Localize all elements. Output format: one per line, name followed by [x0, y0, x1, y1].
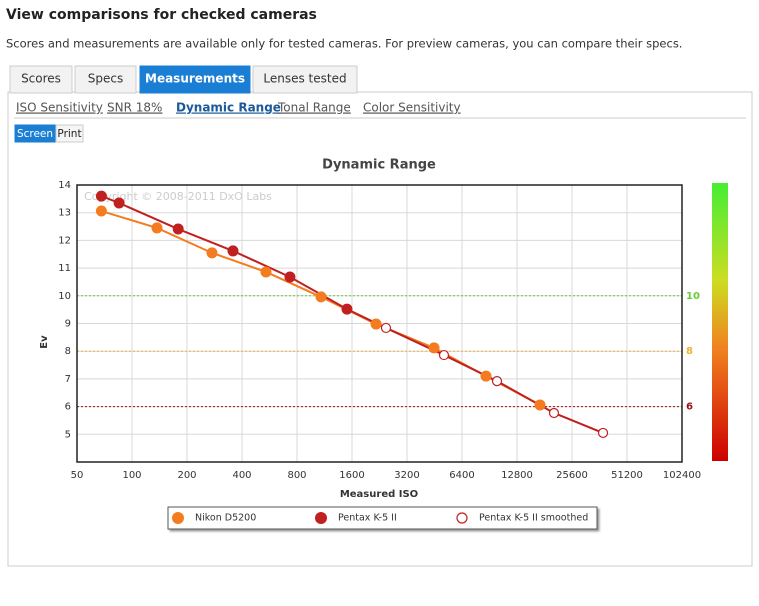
x-axis-label: Measured ISO — [340, 489, 418, 500]
mode-label[interactable]: Screen — [17, 128, 53, 140]
y-tick-label: 11 — [58, 263, 71, 274]
x-tick-label: 6400 — [449, 470, 474, 481]
watermark: Copyright © 2008-2011 DxO Labs — [84, 190, 272, 203]
y-tick-label: 5 — [65, 429, 71, 440]
mode-button[interactable] — [14, 124, 56, 143]
x-tick-label: 51200 — [611, 470, 643, 481]
data-point — [260, 266, 272, 278]
reference-label: 8 — [686, 346, 693, 357]
data-point — [548, 407, 560, 419]
data-point — [95, 205, 107, 217]
tab-label[interactable]: Lenses tested — [263, 72, 346, 86]
y-tick-label: 6 — [65, 402, 71, 413]
page-subtitle: Scores and measurements are available on… — [6, 37, 682, 51]
data-point — [151, 222, 163, 234]
x-tick-label: 25600 — [556, 470, 588, 481]
legend-box — [167, 506, 598, 530]
data-point — [480, 370, 492, 382]
data-point — [428, 342, 440, 354]
x-tick-label: 12800 — [501, 470, 533, 481]
x-tick-label: 102400 — [663, 470, 701, 481]
tab-label[interactable]: Scores — [21, 72, 61, 86]
page-title: View comparisons for checked cameras — [6, 7, 317, 23]
y-tick-label: 7 — [65, 374, 71, 385]
chart-title: Dynamic Range — [322, 158, 436, 173]
data-point — [370, 318, 382, 330]
reference-label: 6 — [686, 402, 693, 413]
x-tick-label: 400 — [232, 470, 251, 481]
data-point — [206, 247, 218, 259]
legend-label: Pentax K-5 II — [338, 513, 397, 524]
tab[interactable] — [9, 65, 73, 94]
mode-label[interactable]: Print — [57, 128, 81, 140]
legend-marker — [315, 512, 327, 524]
tab[interactable] — [139, 65, 251, 94]
data-point — [341, 303, 353, 315]
y-tick-label: 12 — [58, 235, 71, 246]
y-axis-label: Ev — [39, 335, 50, 349]
x-tick-label: 3200 — [394, 470, 419, 481]
legend-marker — [172, 512, 184, 524]
x-tick-label: 200 — [177, 470, 196, 481]
y-tick-label: 13 — [58, 208, 71, 219]
x-tick-label: 1600 — [339, 470, 364, 481]
legend-label: Nikon D5200 — [195, 513, 256, 524]
data-point — [597, 427, 609, 439]
data-point — [491, 376, 503, 387]
data-point — [172, 223, 184, 235]
data-point — [284, 271, 296, 283]
y-tick-label: 14 — [58, 180, 71, 191]
data-point — [438, 349, 450, 361]
subtab-link[interactable]: Dynamic Range — [176, 101, 281, 115]
tab-label[interactable]: Specs — [88, 72, 123, 86]
data-point — [95, 190, 107, 202]
x-tick-label: 100 — [122, 470, 141, 481]
tab[interactable] — [252, 65, 358, 94]
reference-label: 10 — [686, 291, 700, 302]
data-point — [534, 399, 546, 411]
subtab-link[interactable]: ISO Sensitivity — [16, 101, 103, 115]
color-scale — [712, 183, 728, 461]
y-tick-label: 8 — [65, 346, 71, 357]
legend-label: Pentax K-5 II smoothed — [479, 513, 588, 524]
tab[interactable] — [74, 65, 137, 94]
x-tick-label: 800 — [287, 470, 306, 481]
legend-marker — [456, 512, 468, 524]
data-point — [380, 322, 392, 334]
x-tick-label: 50 — [71, 470, 84, 481]
data-point — [227, 245, 239, 257]
data-point — [113, 197, 125, 209]
subtab-link[interactable]: Tonal Range — [277, 101, 351, 115]
y-tick-label: 10 — [58, 291, 71, 302]
tab-label[interactable]: Measurements — [145, 72, 245, 86]
y-tick-label: 9 — [65, 319, 71, 330]
subtab-link[interactable]: Color Sensitivity — [363, 101, 461, 115]
mode-button[interactable] — [55, 124, 84, 143]
plot-frame — [76, 184, 683, 463]
subtab-link[interactable]: SNR 18% — [107, 101, 162, 115]
data-point — [315, 291, 327, 303]
